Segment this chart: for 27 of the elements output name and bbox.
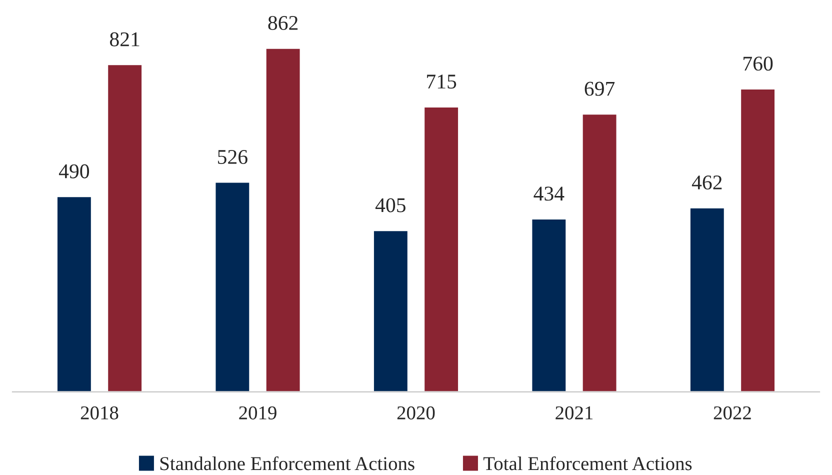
bar [106, 64, 143, 392]
bar [689, 206, 726, 392]
bar [56, 196, 92, 392]
legend-label: Total Enforcement Actions [483, 456, 692, 470]
data-label: 490 [58, 164, 90, 178]
data-label: 697 [584, 82, 615, 96]
bar [372, 230, 409, 392]
legend-label: Standalone Enforcement Actions [160, 456, 414, 470]
data-label: 760 [744, 56, 773, 71]
data-label: 715 [427, 74, 456, 89]
data-label: 862 [268, 16, 298, 30]
x-tick-label: 2020 [397, 406, 435, 420]
bar [214, 181, 251, 392]
bar [581, 113, 618, 392]
data-label: 462 [692, 176, 722, 190]
x-tick-label: 2019 [239, 406, 276, 420]
x-tick-label: 2018 [80, 406, 118, 420]
data-label: 405 [375, 198, 406, 212]
x-tick-label: 2021 [556, 406, 593, 420]
bar [530, 218, 568, 392]
data-label: 821 [110, 32, 140, 46]
bar [740, 88, 776, 392]
x-tick-label: 2022 [714, 406, 751, 420]
bar [423, 106, 460, 392]
data-label: 526 [218, 150, 248, 164]
data-label: 434 [534, 186, 564, 201]
bar [264, 47, 302, 392]
